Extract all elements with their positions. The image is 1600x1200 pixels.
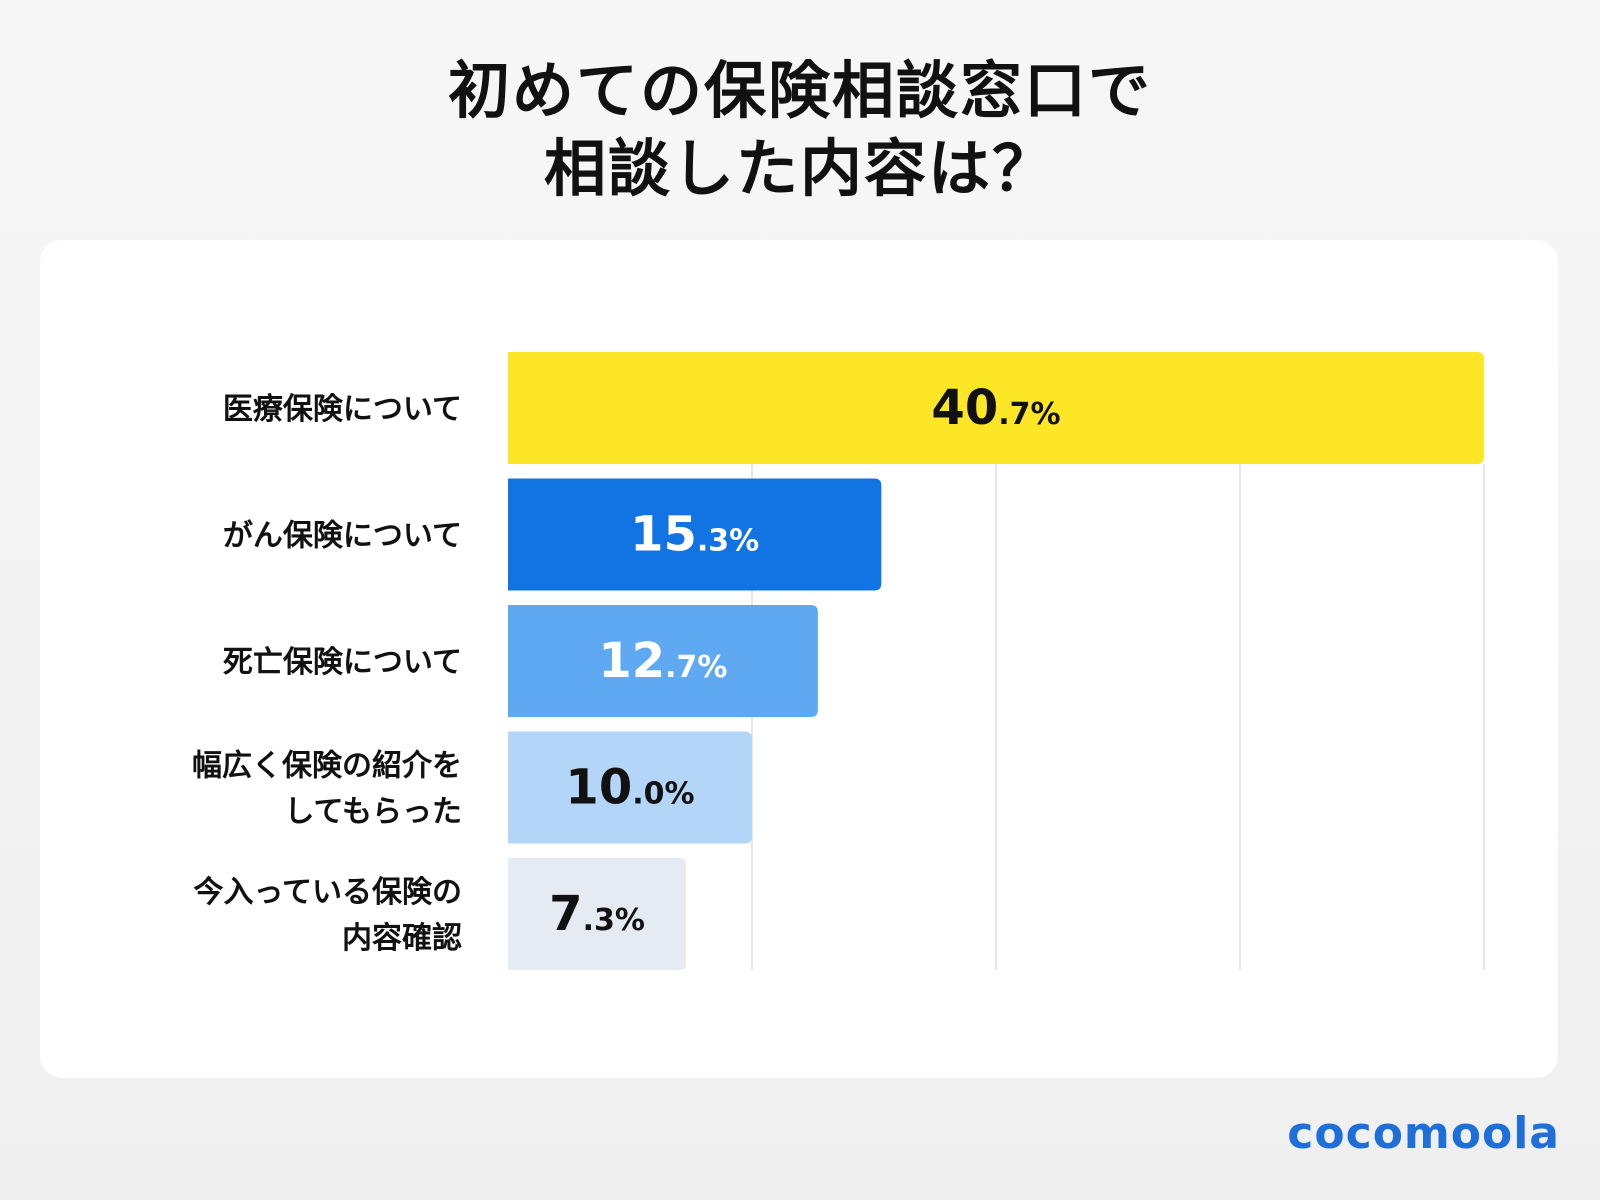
bar-4 — [508, 731, 752, 844]
bar-2 — [508, 478, 882, 591]
bar-1 — [508, 352, 1484, 464]
category-label-2: がん保険について — [223, 519, 462, 554]
value-label-1: 40.7% — [931, 380, 1060, 436]
category-label-3: 死亡保険について — [223, 645, 462, 680]
brand-logo: cocomoola — [1287, 1108, 1560, 1159]
chart-title-line-2: 相談した内容は？ — [543, 132, 1056, 205]
value-label-4: 10.0% — [565, 760, 694, 816]
value-label-3: 12.7% — [598, 633, 727, 689]
value-label-2: 15.3% — [630, 507, 759, 563]
bar-chart: 40.7% 医療保険について 15.3% がん保険について 12.7% 死亡保険について 1… — [192, 352, 1485, 970]
category-label-4: 幅広く保険の紹介をしてもらった — [192, 749, 462, 830]
chart-title: 初めての保険相談窓口で 相談した内容は？ — [0, 52, 1600, 208]
bar-5 — [508, 858, 687, 970]
chart-title-line-1: 初めての保険相談窓口で — [447, 54, 1152, 127]
value-label-5: 7.3% — [549, 886, 645, 942]
bar-3 — [508, 605, 818, 717]
category-label-5: 今入っている保険の内容確認 — [194, 875, 463, 956]
category-label-1: 医療保険について — [223, 392, 462, 427]
chart-card: 40.7% 医療保険について 15.3% がん保険について 12.7% 死亡保険について 1… — [40, 240, 1558, 1078]
